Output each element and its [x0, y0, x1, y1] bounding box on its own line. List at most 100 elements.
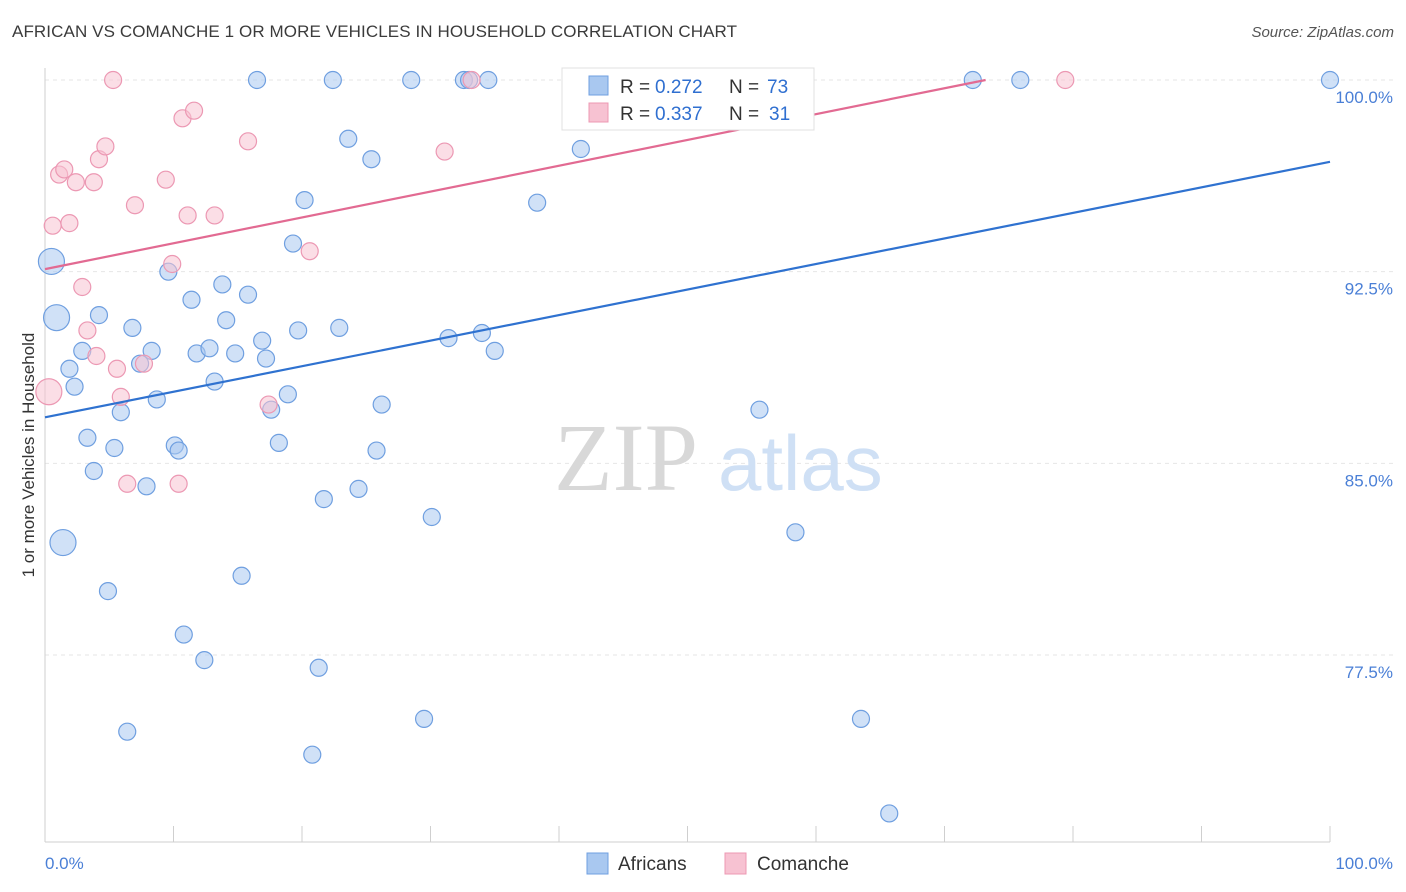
y-tick-label: 100.0% — [1335, 88, 1393, 107]
africans-point — [42, 304, 71, 332]
x-tick-labels: 0.0% 100.0% — [45, 854, 1393, 873]
comanche-point — [66, 173, 85, 192]
legend-comanche-n-value: 31 — [769, 104, 790, 125]
comanche-point — [84, 173, 103, 192]
y-tick-label: 77.5% — [1345, 663, 1393, 682]
series-africans-points — [37, 70, 1340, 823]
legend-comanche-r-label: R = — [620, 104, 650, 125]
legend-africans-r-value: 0.272 — [655, 77, 703, 98]
africans-point — [323, 70, 342, 90]
comanche-point — [178, 206, 197, 225]
africans-point — [256, 349, 276, 368]
africans-point — [49, 528, 77, 557]
comanche-trend-line — [44, 78, 986, 271]
africans-point — [60, 359, 79, 378]
y-tick-labels: 100.0% 92.5% 85.0% 77.5% — [1335, 88, 1393, 682]
africans-point — [472, 323, 491, 343]
comanche-point — [259, 395, 278, 414]
africans-point — [84, 461, 103, 481]
legend-africans-n-value: 73 — [767, 77, 788, 98]
chart-title: AFRICAN VS COMANCHE 1 OR MORE VEHICLES I… — [12, 22, 738, 41]
africans-point — [195, 651, 214, 670]
x-tick-label: 100.0% — [1335, 854, 1393, 873]
africans-point — [750, 400, 769, 419]
legend-top: R = 0.272 N = 73 R = 0.337 N = 31 — [561, 67, 815, 131]
africans-point — [339, 129, 358, 148]
africans-point — [65, 377, 84, 396]
africans-trend-line — [44, 160, 1331, 419]
comanche-point — [300, 242, 319, 261]
legend-bottom-comanche-label: Comanche — [757, 854, 849, 875]
comanche-point — [435, 142, 454, 161]
africans-point — [78, 428, 97, 447]
comanche-point — [462, 70, 481, 90]
africans-point — [309, 658, 328, 677]
africans-point — [200, 339, 219, 358]
africans-point — [372, 395, 391, 414]
comanche-point — [1056, 70, 1075, 90]
africans-point — [571, 139, 590, 159]
africans-point — [253, 331, 272, 350]
comanche-point — [43, 216, 62, 235]
comanche-point — [96, 137, 115, 156]
legend-comanche-r-value: 0.337 — [655, 104, 703, 125]
africans-point — [98, 582, 118, 601]
africans-point — [105, 438, 124, 458]
comanche-point — [169, 474, 188, 493]
africans-point — [37, 247, 66, 276]
comanche-point — [73, 277, 92, 297]
africans-point — [283, 234, 303, 253]
trend-lines — [44, 78, 1331, 419]
comanche-point — [35, 378, 63, 406]
africans-point — [89, 306, 109, 325]
africans-point — [479, 70, 498, 90]
watermark-zip: ZIP — [554, 404, 698, 511]
africans-point — [528, 193, 547, 212]
legend-africans-swatch — [588, 75, 609, 96]
comanche-point — [184, 101, 204, 120]
africans-point — [1320, 70, 1340, 90]
legend-bottom-comanche-swatch — [724, 852, 747, 875]
africans-point — [349, 479, 368, 498]
legend-bottom-africans-label: Africans — [618, 854, 687, 875]
series-comanche-points — [35, 70, 1075, 493]
legend-comanche-swatch — [588, 102, 609, 123]
africans-point — [278, 385, 297, 404]
africans-point — [123, 318, 142, 337]
comanche-point — [125, 196, 145, 215]
africans-point — [213, 275, 232, 294]
africans-point — [182, 290, 201, 309]
africans-point — [238, 285, 258, 304]
africans-point — [786, 523, 805, 542]
x-tick-label: 0.0% — [45, 854, 84, 873]
africans-point — [247, 70, 267, 90]
africans-point — [232, 566, 251, 585]
watermark-atlas: atlas — [718, 419, 883, 507]
africans-point — [295, 191, 314, 210]
africans-point — [111, 403, 130, 422]
africans-point — [963, 70, 982, 90]
legend-africans-n-label: N = — [729, 77, 759, 98]
africans-point — [330, 318, 349, 337]
axes — [44, 68, 1331, 843]
comanche-point — [55, 160, 74, 179]
africans-point — [367, 441, 386, 460]
africans-point — [422, 507, 441, 527]
comanche-point — [156, 170, 175, 189]
comanche-point — [104, 70, 123, 90]
comanche-point — [87, 346, 106, 366]
africans-point — [362, 150, 381, 169]
africans-point — [169, 441, 188, 460]
comanche-point — [107, 359, 127, 378]
comanche-point — [238, 132, 258, 151]
y-tick-label: 92.5% — [1345, 280, 1393, 299]
legend-bottom-africans-swatch — [586, 852, 609, 875]
africans-point — [217, 311, 236, 330]
africans-point — [851, 709, 871, 728]
africans-point — [314, 490, 333, 509]
comanche-point — [205, 206, 224, 225]
africans-point — [880, 804, 899, 823]
source-credit: Source: ZipAtlas.com — [1251, 24, 1394, 41]
legend-africans-r-label: R = — [620, 77, 650, 98]
